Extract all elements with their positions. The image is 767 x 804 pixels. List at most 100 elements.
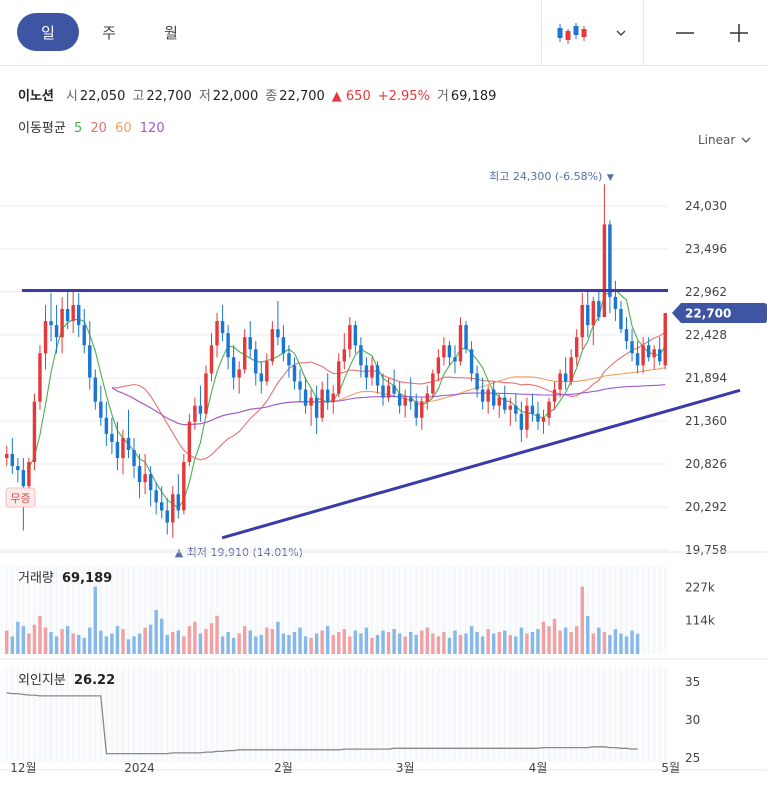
change-value: ▲ 650 (331, 89, 371, 104)
price-tick-label: 20,292 (685, 500, 727, 514)
volume-bar (624, 636, 629, 654)
candle (392, 385, 396, 394)
volume-label: 거 (436, 89, 449, 104)
candle (226, 333, 230, 358)
candle (325, 389, 330, 402)
volume-bar (292, 632, 297, 654)
zoom-in-button[interactable] (719, 14, 759, 52)
volume-tick-label: 227k (685, 580, 715, 594)
candle (359, 345, 363, 366)
candle (110, 433, 114, 442)
candle (408, 397, 413, 402)
volume-bar (608, 634, 612, 654)
volume-bar (21, 626, 26, 654)
candle (309, 397, 313, 406)
volume-tick-label: 114k (685, 614, 715, 628)
candle (475, 373, 479, 390)
candle (270, 329, 275, 362)
volume-bar (503, 630, 507, 654)
volume-bar (574, 626, 579, 654)
volume-bar (38, 615, 42, 654)
low-label: 저 (198, 89, 211, 104)
price-tick-label: 22,428 (685, 328, 727, 342)
volume-bar (325, 626, 330, 654)
chart-type-select[interactable] (556, 14, 636, 52)
candle (608, 224, 612, 297)
candle (563, 373, 568, 382)
open-value: 22,050 (79, 89, 126, 104)
volume-bar (32, 624, 37, 654)
high-label: 고 (132, 89, 145, 104)
tab-day[interactable]: 일 (17, 13, 79, 51)
volume-bar (27, 633, 31, 654)
volume-bar (514, 636, 518, 654)
zoom-out-button[interactable] (665, 14, 705, 52)
volume-bar (82, 637, 86, 654)
candle (530, 405, 535, 414)
price-tick-label: 21,360 (685, 414, 727, 428)
volume-bar (458, 634, 463, 654)
candle (287, 353, 291, 366)
moving-average-legend[interactable]: 이동평균 5 20 60 120 (18, 117, 169, 136)
volume-bar (309, 637, 313, 654)
minus-icon (676, 32, 694, 34)
candle (591, 300, 596, 326)
candle (580, 304, 584, 338)
tab-week[interactable]: 주 (102, 23, 116, 42)
volume-bar (132, 636, 136, 654)
volume-bar (314, 633, 319, 654)
volume-bar (569, 632, 573, 654)
volume-bar (508, 634, 513, 654)
volume-bar (386, 632, 391, 654)
candle (536, 413, 540, 422)
candle (602, 224, 607, 318)
candle (60, 309, 64, 338)
volume-bar (88, 627, 92, 654)
tab-month[interactable]: 월 (164, 23, 178, 42)
candle (619, 309, 623, 330)
candle (458, 325, 463, 362)
volume-bar (121, 629, 125, 654)
candle (558, 373, 562, 390)
volume-bar (425, 627, 430, 654)
volume-bar (375, 634, 380, 654)
candle (641, 345, 645, 366)
candle (541, 417, 546, 422)
candle (154, 490, 158, 503)
high-annotation: 최고 24,300 (-6.58%) (489, 170, 602, 183)
candle (337, 361, 341, 394)
x-axis-label: 2월 (274, 761, 293, 775)
support-trendline (221, 388, 741, 540)
volume-bar (342, 629, 347, 654)
chevron-down-icon (741, 137, 751, 143)
candle (331, 393, 335, 402)
volume-bar (480, 636, 485, 654)
volume-bar (99, 630, 103, 654)
scale-label: Linear (698, 133, 736, 147)
close-value: 22,700 (279, 89, 325, 104)
candle (486, 389, 490, 402)
candle (204, 373, 208, 414)
foreign-title: 외인지분 (18, 673, 66, 688)
volume-bar (403, 636, 407, 654)
candle (126, 437, 131, 450)
plus-icon (730, 24, 748, 42)
candle (397, 393, 402, 406)
price-tick-label: 22,962 (685, 285, 727, 299)
volume-bar (619, 633, 623, 654)
volume-bar (392, 629, 396, 654)
volume-bar (254, 636, 258, 654)
candle (187, 421, 192, 463)
toolbar-divider (643, 0, 644, 66)
volume-bar (431, 633, 435, 654)
volume-bar (193, 621, 197, 654)
volume-bar (270, 629, 275, 654)
candle (613, 296, 618, 310)
volume-bar (635, 633, 640, 654)
volume-bar (536, 629, 540, 654)
candle (552, 389, 557, 402)
scale-select[interactable]: Linear (698, 133, 752, 147)
volume-bar (469, 626, 474, 654)
candle (237, 369, 241, 378)
